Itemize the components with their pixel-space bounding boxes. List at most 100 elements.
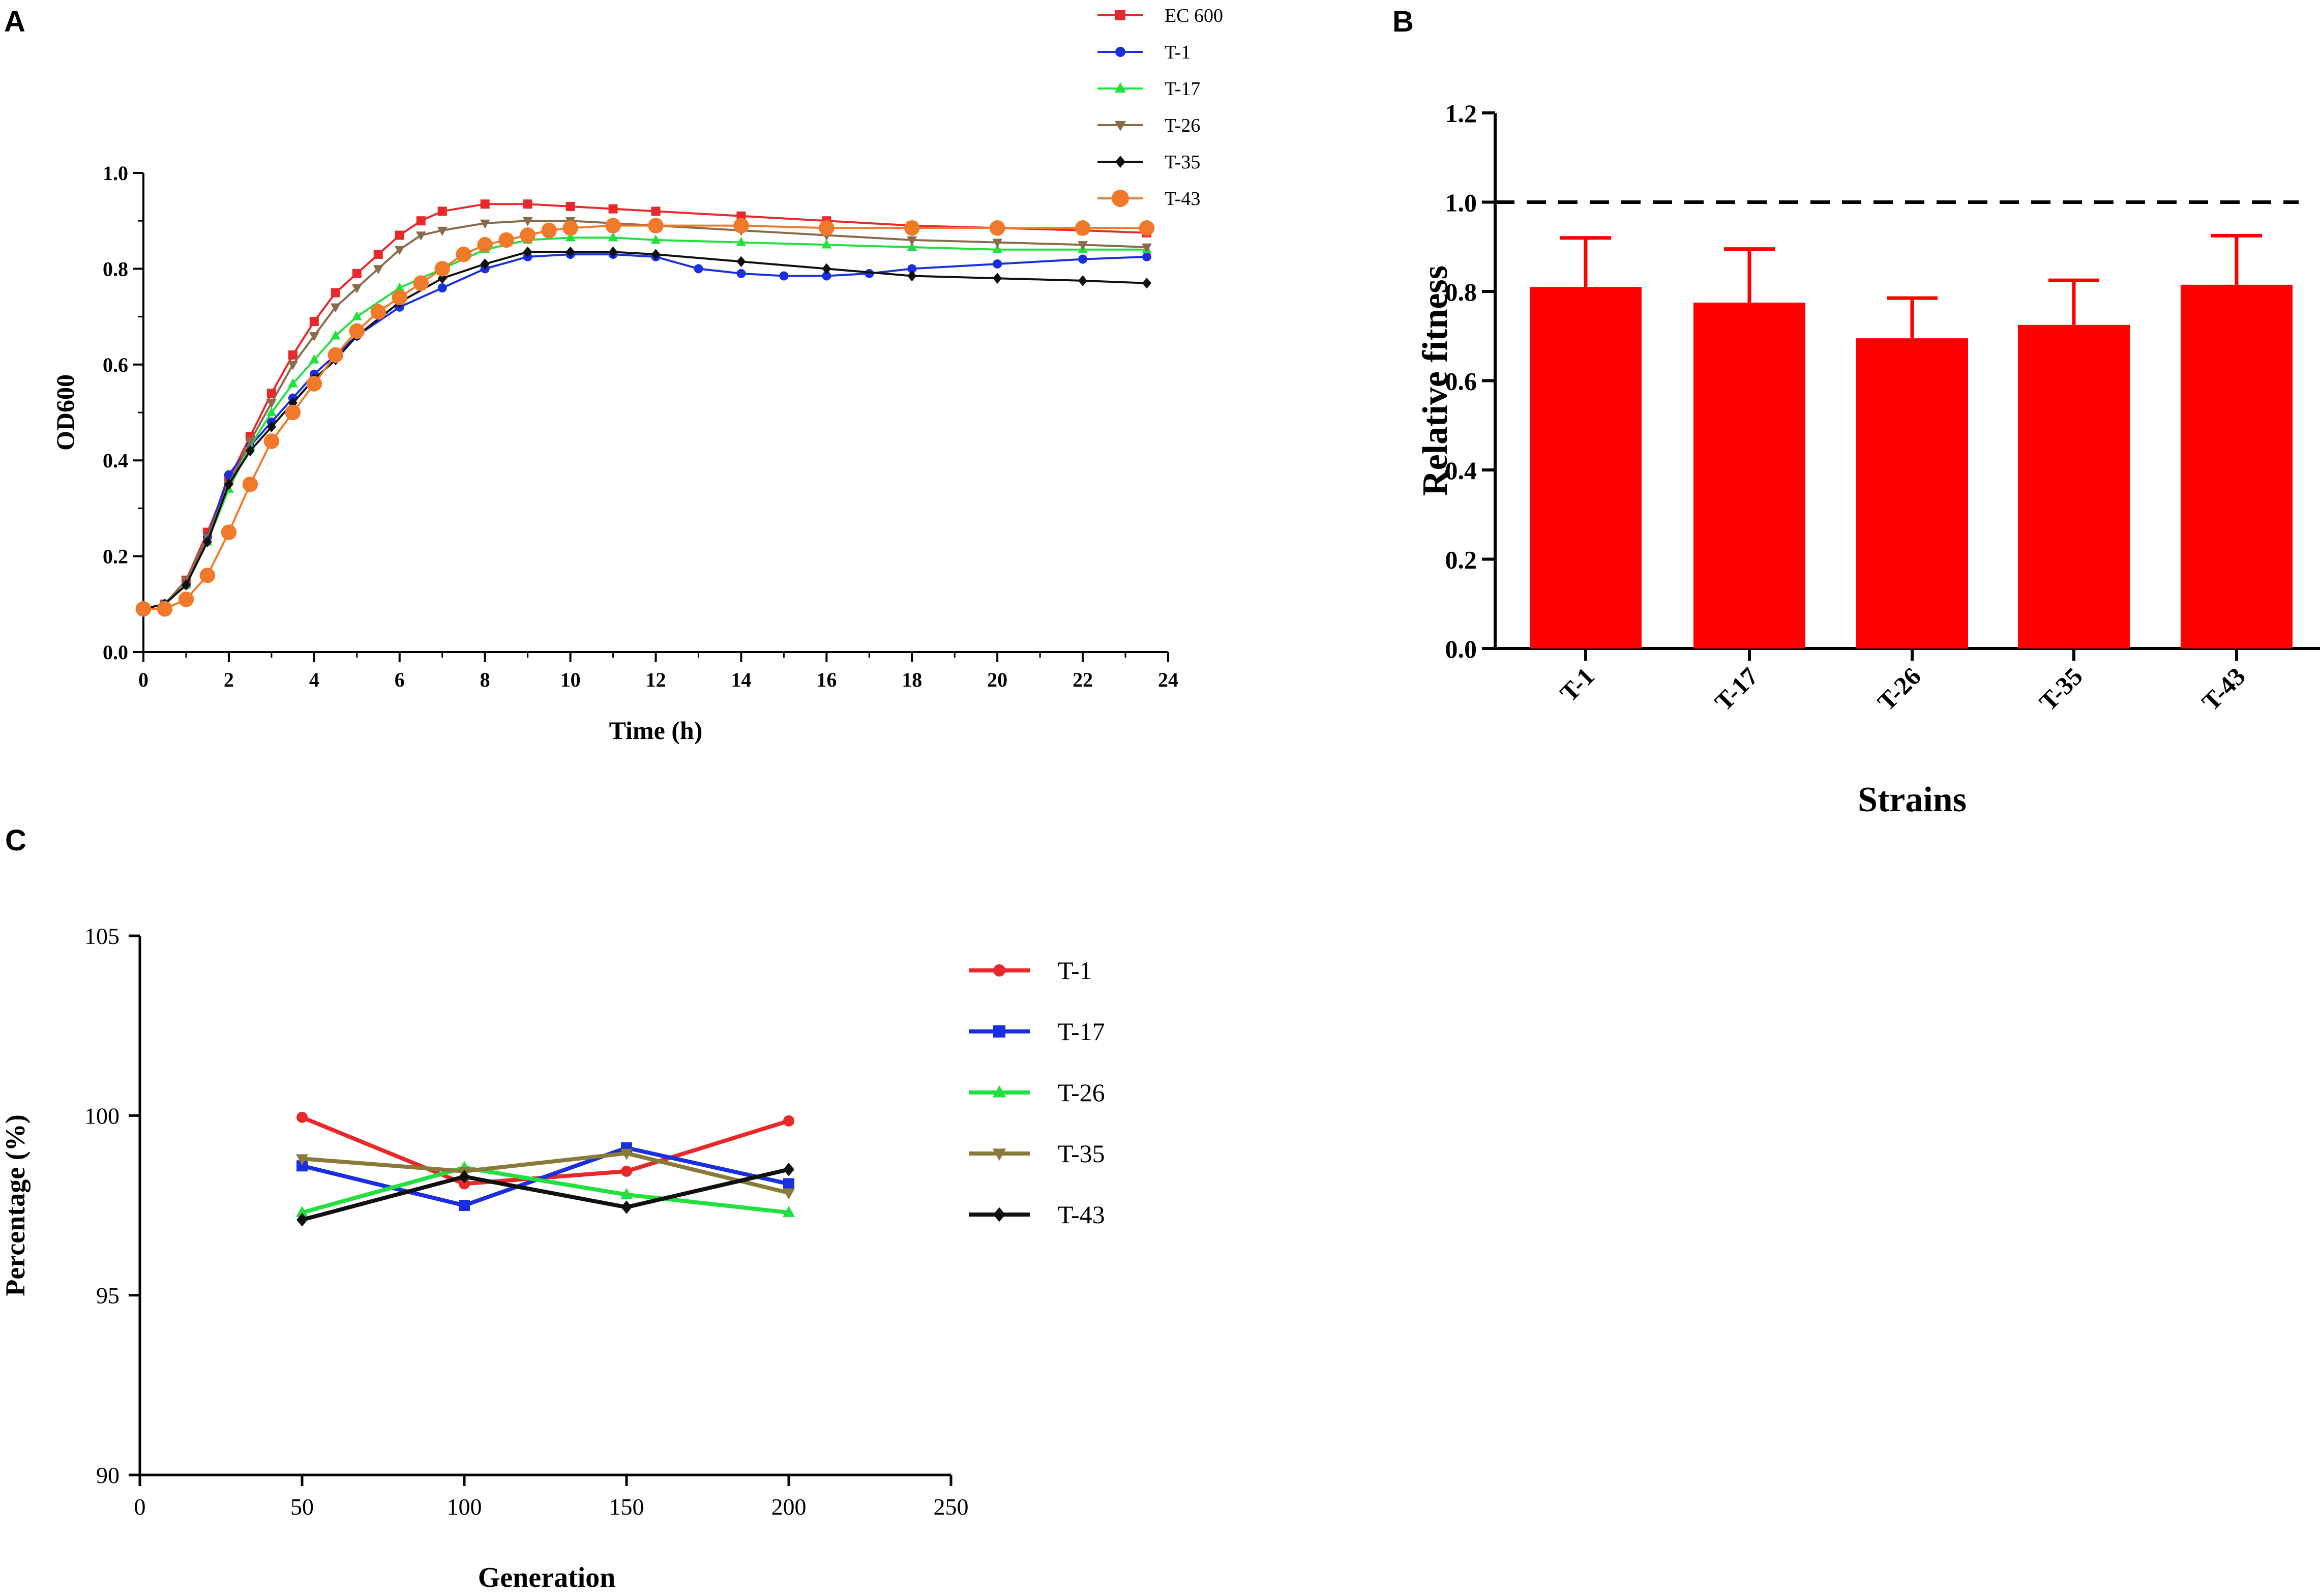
chart-a-data-point	[650, 234, 661, 244]
chart-c-data-point	[295, 1154, 309, 1166]
chart-a-x-tick-label: 8	[480, 668, 490, 691]
chart-a-data-point	[608, 204, 618, 214]
chart-a-data-point	[395, 230, 404, 240]
chart-a-x-tick-label: 6	[395, 668, 405, 691]
chart-c-y-tick-label: 95	[96, 1283, 120, 1309]
panel-label-c: C	[5, 824, 26, 857]
chart-a-data-point	[199, 567, 216, 583]
chart-c-data-point	[783, 1163, 794, 1176]
chart-a-data-point	[437, 273, 447, 284]
chart-c-legend-marker	[993, 1025, 1005, 1038]
chart-a-data-point	[523, 246, 532, 258]
chart-c-legend-marker	[993, 1207, 1005, 1222]
chart-a-data-point	[992, 244, 1003, 253]
chart-a-data-point	[330, 330, 341, 340]
chart-b-y-axis-title: Relative fitness	[1416, 265, 1455, 496]
chart-a-legend-marker	[1115, 121, 1126, 131]
chart-a-data-point	[245, 437, 255, 447]
panel-label-b: B	[1392, 5, 1414, 38]
chart-a-data-point	[415, 231, 426, 241]
chart-c-y-tick-label: 90	[96, 1462, 120, 1488]
chart-a-data-point	[523, 199, 532, 209]
chart-a-growth-curves: 0 2 4 6 8 10 12 14 16 18 20 22 240.00.20.40.60.81.0T…	[51, 5, 1223, 745]
chart-a-data-point	[1075, 220, 1091, 236]
chart-a-data-point	[736, 269, 746, 278]
chart-a-legend-marker	[1115, 10, 1125, 20]
chart-a-data-point	[263, 433, 280, 449]
chart-a-x-tick-label: 2	[224, 668, 234, 691]
chart-a-data-point	[822, 263, 831, 275]
chart-a-data-point	[309, 332, 319, 342]
chart-a-data-point	[287, 361, 298, 370]
chart-c-legend-label: T-1	[1058, 956, 1092, 985]
chart-c-data-point	[459, 1170, 470, 1184]
chart-a-x-tick-label: 14	[731, 668, 751, 691]
chart-c-data-point	[296, 1213, 308, 1227]
chart-a-x-tick-label: 0	[138, 668, 148, 691]
chart-c-series-line	[301, 1167, 789, 1222]
chart-a-data-point	[266, 399, 277, 408]
chart-c-x-tick-label: 250	[934, 1494, 969, 1520]
chart-a-legend-label: T-17	[1165, 78, 1200, 100]
chart-c-data-point	[620, 1188, 633, 1199]
chart-a-data-point	[993, 273, 1002, 284]
chart-c-series-line	[302, 1145, 789, 1208]
chart-a-data-point	[288, 350, 298, 360]
chart-a-x-tick-label: 12	[646, 668, 666, 691]
chart-a-data-point	[135, 601, 152, 617]
chart-c-data-point	[783, 1178, 794, 1190]
chart-a-data-point	[242, 477, 258, 492]
chart-a-data-point	[437, 206, 447, 216]
chart-a-data-point	[351, 311, 362, 320]
chart-a-data-point	[907, 270, 917, 282]
chart-c-x-tick-label: 50	[290, 1494, 314, 1520]
chart-a-x-tick-label: 16	[816, 668, 837, 691]
chart-a-data-point	[285, 404, 301, 421]
chart-a-legend-marker	[1112, 190, 1129, 207]
chart-b-relative-fitness: 0.00.20.40.60.81.01.2T-1 T-17 T-26 T-35 T-43…	[1416, 99, 2320, 819]
chart-a-data-point	[1142, 243, 1152, 253]
chart-b-y-tick-label: 0.0	[1445, 635, 1477, 663]
chart-a-y-tick-label: 0.0	[103, 641, 128, 664]
chart-c-legend-marker	[992, 1148, 1006, 1161]
chart-b-y-tick-label: 0.8	[1445, 278, 1477, 306]
chart-a-data-point	[1078, 241, 1088, 251]
chart-a-x-tick-label: 4	[309, 668, 319, 691]
chart-a-data-point	[352, 269, 362, 278]
chart-c-legend-label: T-17	[1058, 1017, 1105, 1046]
chart-a-data-point	[394, 246, 405, 255]
chart-c-legend-marker	[992, 1085, 1006, 1098]
chart-a-data-point	[822, 271, 831, 281]
chart-a-data-point	[566, 201, 575, 211]
chart-a-data-point	[779, 271, 789, 281]
chart-a-data-point	[736, 256, 746, 268]
chart-c-y-tick-label: 100	[84, 1103, 120, 1129]
chart-a-legend-label: T-26	[1165, 115, 1200, 136]
chart-c-data-point	[620, 1148, 633, 1160]
chart-a-data-point	[370, 304, 386, 320]
panel-label-a: A	[4, 5, 25, 38]
chart-a-x-tick-label: 18	[902, 668, 922, 691]
chart-a-data-point	[993, 259, 1002, 269]
chart-c-data-point	[459, 1178, 470, 1190]
chart-a-data-point	[566, 246, 575, 258]
chart-c-legend-marker	[993, 964, 1005, 977]
chart-a-data-point	[904, 220, 920, 236]
chart-a-data-point	[694, 264, 703, 274]
chart-a-data-point	[562, 220, 578, 236]
chart-b-bar	[2181, 284, 2293, 648]
chart-a-y-axis-title: OD600	[51, 374, 79, 451]
chart-c-x-axis-title: Generation	[478, 1562, 616, 1593]
chart-a-x-tick-label: 24	[1158, 668, 1178, 691]
chart-a-data-point	[608, 232, 618, 242]
chart-c-legend-label: T-26	[1058, 1078, 1105, 1107]
chart-c-data-point	[621, 1200, 632, 1214]
chart-a-data-point	[456, 246, 471, 262]
chart-a-legend-marker	[1115, 47, 1125, 57]
chart-a-data-point	[821, 239, 832, 249]
chart-c-legend-label: T-35	[1058, 1139, 1105, 1168]
chart-a-x-axis-title: Time (h)	[609, 716, 703, 745]
chart-a-legend-marker	[1115, 156, 1125, 168]
